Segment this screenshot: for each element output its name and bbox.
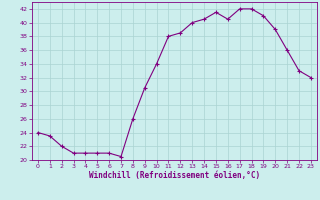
X-axis label: Windchill (Refroidissement éolien,°C): Windchill (Refroidissement éolien,°C) bbox=[89, 171, 260, 180]
